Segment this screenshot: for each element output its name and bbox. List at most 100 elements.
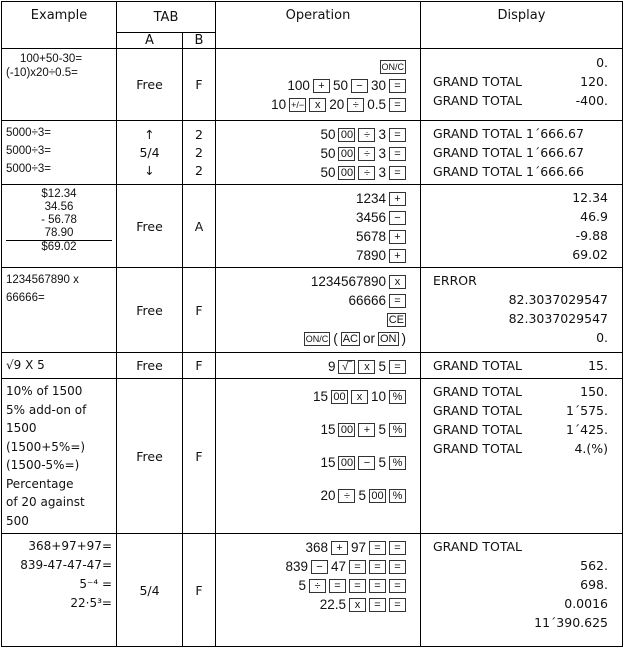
operation-text: 3 bbox=[378, 146, 386, 161]
operation-text: 50 bbox=[320, 165, 336, 180]
operation-line: 10 +/− x 20 ÷ 0.5 = bbox=[220, 95, 406, 114]
example-cell: 1234567890 x 66666= bbox=[1, 267, 117, 353]
display-label: GRAND TOTAL 1´666.67 bbox=[433, 145, 584, 160]
example-line: (1500+5%=) bbox=[6, 439, 86, 454]
operation-line: 5 ÷ = = = = bbox=[220, 576, 406, 595]
calculator-key: + bbox=[330, 540, 348, 555]
calculator-key: = bbox=[389, 97, 406, 112]
calculator-key: CE bbox=[386, 312, 406, 327]
display-cell: GRAND TOTAL 562. 698. 0.0016 11´390.625 bbox=[420, 533, 623, 647]
operation-text: 5 bbox=[298, 578, 306, 593]
operation-line: 3456− bbox=[220, 208, 406, 227]
calculator-key: % bbox=[389, 422, 406, 437]
tab-b-cell: F bbox=[182, 48, 216, 121]
example-line: $12.34 bbox=[41, 188, 77, 200]
calculator-key: − bbox=[389, 210, 406, 225]
display-line: 46.9 bbox=[433, 207, 608, 226]
operation-line: 839−47 = = = bbox=[220, 557, 406, 576]
operation-text: 20 bbox=[320, 488, 336, 503]
header-example: Example bbox=[1, 1, 117, 49]
calculator-key: = bbox=[389, 293, 406, 308]
calculator-key: = bbox=[389, 78, 406, 93]
calculator-key: ON/C bbox=[379, 59, 406, 74]
display-value: 82.3037029547 bbox=[508, 311, 608, 326]
calculator-key: 00 bbox=[369, 488, 386, 503]
calculator-key: + bbox=[358, 422, 376, 437]
example-line: $69.02 bbox=[41, 241, 77, 253]
display-value: 4.(%) bbox=[574, 441, 608, 456]
example-line: 100+50-30= bbox=[20, 53, 83, 65]
calculator-key: = bbox=[389, 597, 406, 612]
calculator-key: = bbox=[349, 559, 366, 574]
display-label: GRAND TOTAL bbox=[433, 384, 523, 399]
calculator-key: = bbox=[369, 578, 386, 593]
calculator-key: % bbox=[389, 389, 406, 404]
header-display: Display bbox=[420, 1, 623, 49]
operation-cell: 1234 +3456−5678 +7890 + bbox=[215, 184, 421, 268]
operation-line: 5678 + bbox=[220, 227, 406, 246]
calculator-key: 00 bbox=[330, 389, 348, 404]
calculator-key: − bbox=[358, 455, 376, 470]
example-line: (-10)x20÷0.5= bbox=[6, 67, 78, 79]
display-value: 1´425. bbox=[565, 422, 608, 437]
table-row: 100+50-30= (-10)x20÷0.5= Free F ON/C 100 +50−3… bbox=[1, 48, 623, 121]
example-cell: √9 X 5 bbox=[1, 352, 117, 379]
display-line: 12.34 bbox=[433, 188, 608, 207]
operation-text: 50 bbox=[320, 146, 336, 161]
operation-text: ) bbox=[401, 331, 407, 346]
example-cell: 5000÷3= 5000÷3= 5000÷3= bbox=[1, 120, 117, 185]
display-value: 11´390.625 bbox=[534, 615, 608, 630]
example-line: (1500-5%=) bbox=[6, 458, 80, 472]
example-line: 66666= bbox=[6, 292, 45, 304]
display-value: 46.9 bbox=[580, 209, 608, 224]
calculator-key: ÷ bbox=[309, 578, 326, 593]
operation-text: 5678 bbox=[355, 229, 386, 244]
calculator-key: x bbox=[349, 597, 366, 612]
operation-text: 5 bbox=[378, 422, 386, 437]
calculator-key: ON bbox=[378, 331, 399, 346]
display-line: GRAND TOTAL 1´666.66 bbox=[433, 162, 608, 181]
tab-a-cell: Free bbox=[116, 48, 183, 121]
header-operation: Operation bbox=[215, 1, 421, 49]
header-b: B bbox=[182, 32, 216, 49]
operation-text: ( bbox=[333, 331, 338, 346]
display-line: GRAND TOTAL 1´666.67 bbox=[433, 124, 608, 143]
display-cell: ERROR 82.3037029547 82.3037029547 0. bbox=[420, 267, 623, 353]
table-row: 1234567890 x 66666= Free F 1234567890 x 66666 =… bbox=[1, 267, 623, 353]
operation-line: 50 00 ÷ 3 = bbox=[220, 125, 406, 144]
operation-text: 10 bbox=[271, 97, 287, 112]
display-cell: 12.34 46.9 -9.88 69.02 bbox=[420, 184, 623, 268]
example-line: 5000÷3= bbox=[6, 127, 52, 139]
display-value: 12.34 bbox=[572, 190, 608, 205]
calculator-key: = bbox=[329, 578, 346, 593]
display-value: 15. bbox=[588, 358, 608, 373]
operation-text: 20 bbox=[329, 97, 345, 112]
tab-a-cell: Free bbox=[116, 184, 183, 268]
calculator-key: − bbox=[310, 559, 328, 574]
display-line: 82.3037029547 bbox=[433, 290, 608, 309]
operation-text: 47 bbox=[330, 559, 346, 574]
operation-text: 15 bbox=[312, 389, 328, 404]
display-label: GRAND TOTAL bbox=[433, 403, 523, 418]
operation-text: 368 bbox=[305, 540, 328, 555]
calculator-key: = bbox=[369, 540, 386, 555]
tab-a-cell: ↑ 5/4 ↓ bbox=[116, 120, 183, 185]
display-line: 11´390.625 bbox=[433, 613, 608, 632]
example-line: 500 bbox=[6, 513, 29, 528]
example-line: 10% of 1500 bbox=[6, 384, 83, 398]
display-cell: GRAND TOTAL 1´666.67 GRAND TOTAL 1´666.67… bbox=[420, 120, 623, 185]
display-value: 0. bbox=[596, 330, 608, 345]
operation-text: 3 bbox=[378, 165, 386, 180]
calculator-key: ON/C bbox=[303, 331, 331, 346]
operation-line: 15 00 +5% bbox=[220, 420, 406, 439]
display-line: GRAND TOTAL -400. bbox=[433, 91, 608, 110]
example-cell: $12.34 34.56- 56.78 78.90 $69.02 bbox=[1, 184, 117, 268]
tab-a-cell: Free bbox=[116, 378, 183, 534]
tab-b-cell: A bbox=[182, 184, 216, 268]
display-line: 82.3037029547 bbox=[433, 309, 608, 328]
table-row: $12.34 34.56- 56.78 78.90 $69.02 Free A 1234 +3… bbox=[1, 184, 623, 268]
table-row: √9 X 5 Free F 9 √‾ x 5 = GRAND TOTAL 15. bbox=[1, 352, 623, 379]
display-line: 562. bbox=[433, 556, 608, 575]
operation-line: 368 +97 = = bbox=[220, 538, 406, 557]
